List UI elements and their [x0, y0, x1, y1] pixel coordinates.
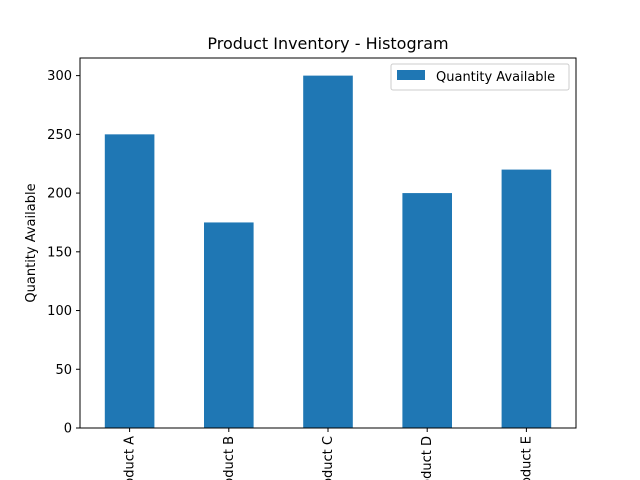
x-tick-label: Product B [222, 436, 237, 480]
y-tick-label: 150 [47, 245, 72, 260]
y-tick-label: 50 [55, 363, 72, 378]
x-tick-label: Product E [519, 436, 534, 480]
x-axis-ticks: Product A Product B Product C Product D Prod… [123, 428, 534, 480]
x-tick-label: Product C [321, 436, 336, 480]
chart-title: Product Inventory - Histogram [207, 34, 448, 53]
plot-area-frame [79, 57, 577, 429]
y-tick-label: 200 [47, 187, 72, 202]
y-tick-label: 0 [64, 422, 72, 437]
bar-product-a [104, 134, 155, 428]
bar-product-c [303, 75, 353, 428]
legend: Quantity Available [390, 63, 570, 91]
y-tick-label: 100 [47, 304, 72, 319]
bar-product-b [204, 222, 254, 428]
legend-box [390, 63, 570, 91]
bars-layer [104, 75, 552, 429]
y-axis-label: Quantity Available [24, 183, 39, 302]
legend-label: Quantity Available [436, 70, 555, 85]
y-axis-ticks: 0 50 100 150 200 250 300 [47, 69, 80, 437]
y-tick-label: 250 [47, 128, 72, 143]
bar-product-e [501, 169, 552, 429]
y-tick-label: 300 [47, 69, 72, 84]
bar-product-d [402, 193, 452, 428]
x-tick-label: Product A [123, 436, 138, 480]
legend-swatch [397, 70, 425, 80]
x-tick-label: Product D [420, 436, 435, 480]
